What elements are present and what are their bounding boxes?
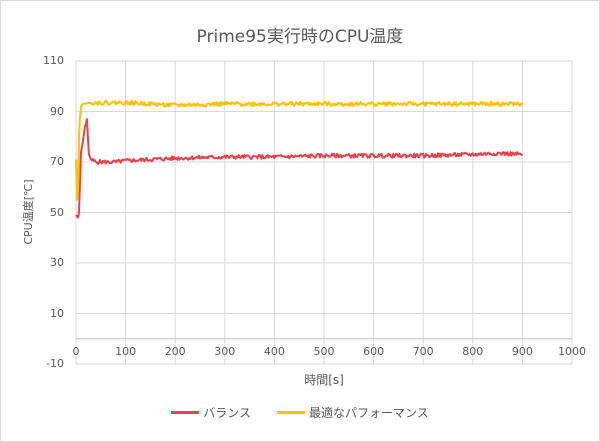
y-tick-label: 50 — [50, 205, 64, 219]
y-tick-label: 30 — [50, 256, 64, 269]
legend-swatch-yellow — [277, 411, 305, 414]
x-tick-label: 800 — [462, 345, 484, 358]
series-line — [75, 118, 523, 219]
y-tick-label: 110 — [43, 54, 64, 67]
legend: バランス 最適なパフォーマンス — [0, 404, 600, 421]
x-tick-label: 500 — [313, 345, 335, 358]
x-tick-label: 100 — [115, 345, 137, 358]
x-axis-label: 時間[s] — [304, 373, 344, 387]
y-axis-label: CPU温度[℃] — [22, 179, 35, 245]
legend-item-best-performance: 最適なパフォーマンス — [277, 404, 429, 421]
series-line — [75, 99, 523, 201]
y-tick-label: -10 — [46, 357, 64, 370]
legend-label: 最適なパフォーマンス — [309, 406, 429, 420]
x-tick-label: 300 — [214, 345, 236, 358]
x-tick-label: 900 — [511, 345, 533, 358]
x-tick-label: 200 — [164, 345, 186, 358]
x-tick-label: 1000 — [558, 345, 586, 358]
x-tick-label: 400 — [263, 345, 285, 358]
legend-swatch-red — [171, 411, 200, 414]
x-tick-label: 700 — [412, 345, 434, 358]
legend-label: バランス — [203, 406, 251, 420]
y-tick-label: 10 — [50, 306, 64, 320]
chart-title: Prime95実行時のCPU温度 — [196, 27, 404, 47]
x-tick-label: 0 — [72, 345, 80, 358]
legend-item-balance: バランス — [171, 404, 251, 421]
y-tick-label: 70 — [50, 155, 64, 168]
y-tick-label: 90 — [50, 104, 64, 118]
x-tick-label: 600 — [363, 345, 385, 358]
